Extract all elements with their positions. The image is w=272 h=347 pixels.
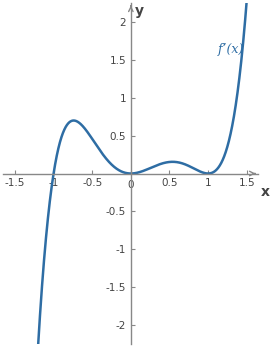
Text: y: y	[135, 4, 144, 18]
Text: f’(x): f’(x)	[217, 43, 244, 56]
Text: x: x	[261, 185, 270, 199]
